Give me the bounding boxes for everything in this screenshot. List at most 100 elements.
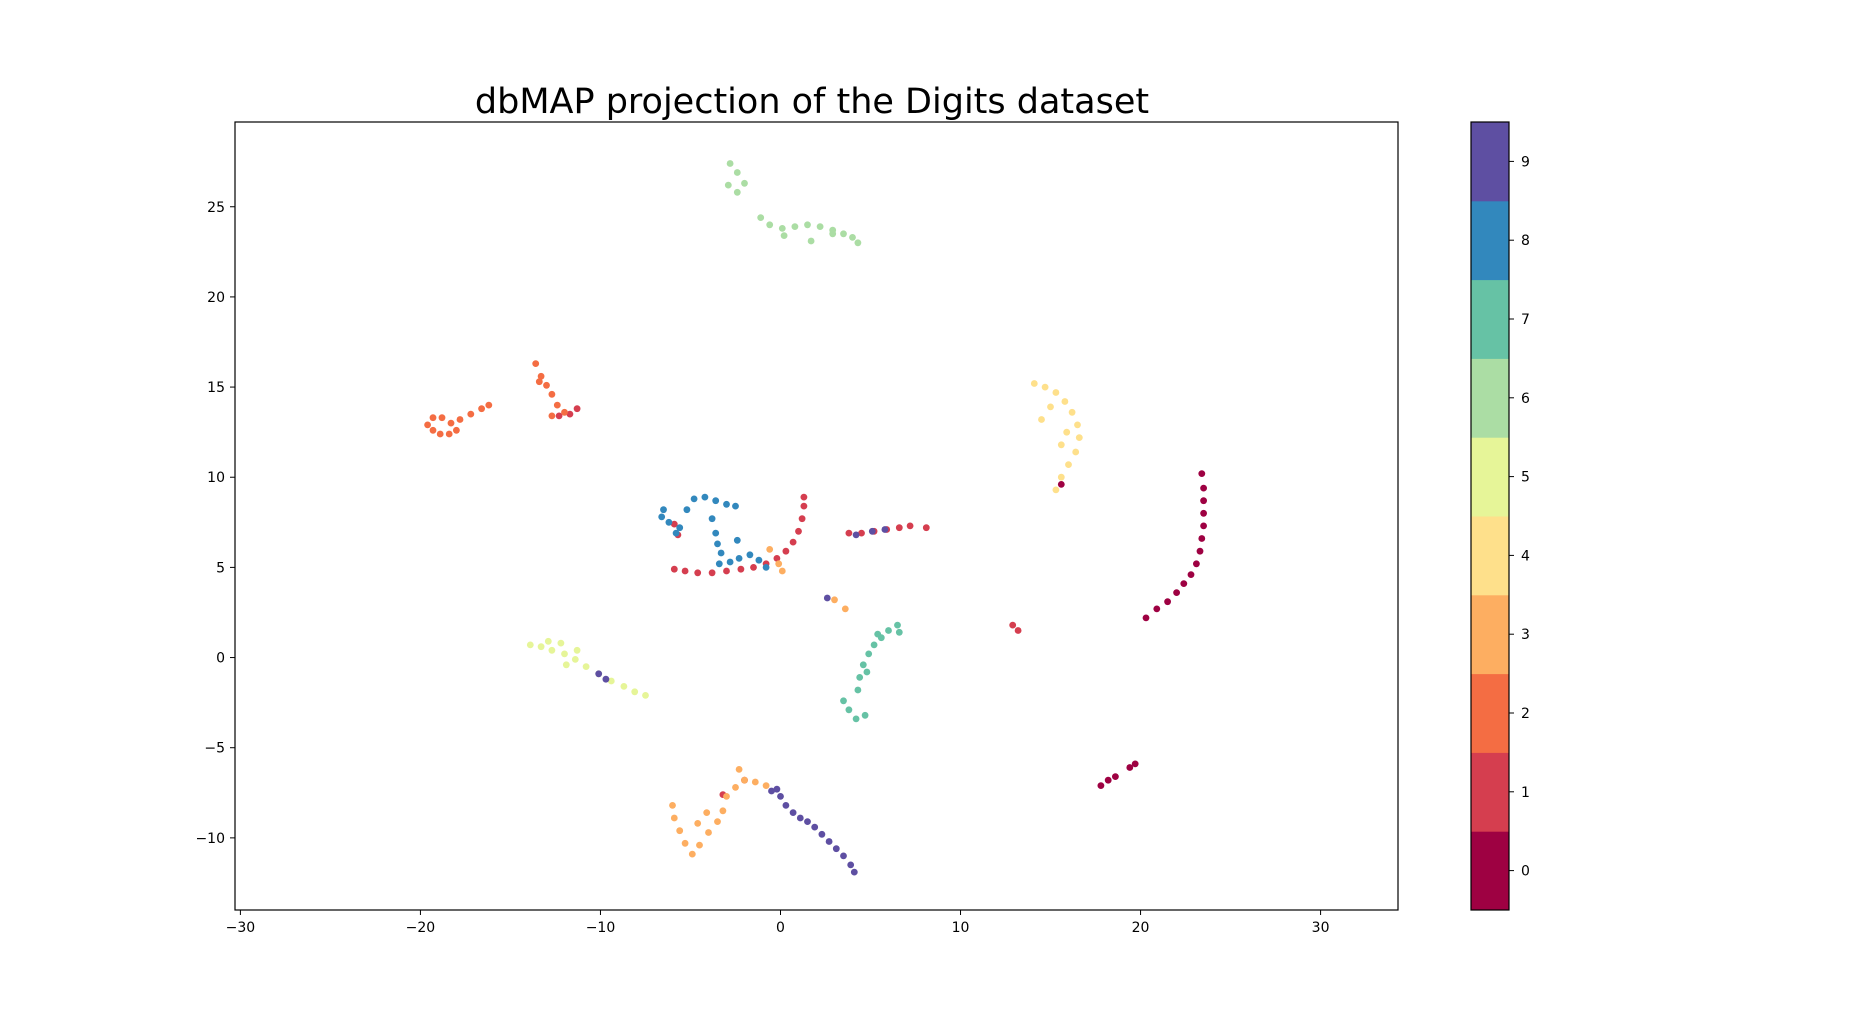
scatter-point-digit-2 xyxy=(535,378,543,386)
scatter-point-digit-1 xyxy=(737,565,745,573)
scatter-point-digit-8 xyxy=(712,497,720,505)
scatter-point-digit-3 xyxy=(696,841,703,849)
scatter-point-digit-5 xyxy=(548,646,556,654)
scatter-point-digit-6 xyxy=(849,234,856,241)
scatter-point-digit-9 xyxy=(773,785,781,793)
scatter-point-digit-9 xyxy=(782,802,790,809)
scatter-point-digit-2 xyxy=(456,416,464,423)
scatter-point-digit-0 xyxy=(1097,782,1105,789)
scatter-point-digit-3 xyxy=(775,560,783,568)
colorbar-tick-label: 2 xyxy=(1521,706,1530,722)
scatter-point-digit-4 xyxy=(1061,398,1069,405)
colorbar-tick-label: 8 xyxy=(1521,233,1530,249)
scatter-point-digit-9 xyxy=(847,861,855,869)
y-tick-label: 5 xyxy=(216,560,225,576)
scatter-point-digit-6 xyxy=(804,221,811,229)
scatter-point-digit-7 xyxy=(856,674,864,681)
scatter-point-digit-2 xyxy=(429,426,437,434)
scatter-point-digit-3 xyxy=(688,850,696,858)
scatter-point-digit-8 xyxy=(676,524,684,532)
scatter-point-digit-6 xyxy=(780,232,788,240)
colorbar-tick-label: 0 xyxy=(1521,864,1530,880)
colorbar-tick-label: 7 xyxy=(1521,312,1530,328)
scatter-point-digit-2 xyxy=(436,430,444,438)
scatter-point-digit-5 xyxy=(561,650,568,658)
scatter-point-digit-0 xyxy=(1198,535,1206,542)
plot-area-frame xyxy=(234,121,1399,911)
colorbar-band-8 xyxy=(1471,200,1509,281)
scatter-point-digit-3 xyxy=(669,802,676,809)
scatter-point-digit-1 xyxy=(782,547,790,555)
scatter-point-digit-1 xyxy=(670,520,678,528)
scatter-point-digit-0 xyxy=(1200,497,1207,505)
colorbar-band-4 xyxy=(1471,516,1509,596)
scatter-point-digit-3 xyxy=(751,778,759,786)
scatter-point-digit-0 xyxy=(1200,522,1207,530)
scatter-point-digit-0 xyxy=(1187,571,1195,578)
scatter-point-digit-2 xyxy=(447,419,455,427)
scatter-point-digit-8 xyxy=(762,564,770,571)
scatter-point-digit-8 xyxy=(714,540,721,548)
scatter-point-digit-5 xyxy=(571,656,579,663)
scatter-point-digit-3 xyxy=(766,546,774,553)
scatter-point-digit-0 xyxy=(1153,605,1161,613)
scatter-point-digit-2 xyxy=(561,408,568,416)
scatter-point-digit-7 xyxy=(852,715,860,723)
colorbar-frame xyxy=(1470,121,1510,911)
scatter-point-digit-2 xyxy=(553,401,561,409)
scatter-point-digit-0 xyxy=(1131,760,1139,768)
x-tick-label: −20 xyxy=(406,920,436,936)
x-tick-label: 20 xyxy=(1132,920,1150,936)
scatter-point-digit-8 xyxy=(708,515,716,523)
colorbar-band-9 xyxy=(1471,122,1509,202)
scatter-point-digit-1 xyxy=(723,567,730,575)
scatter-point-digit-1 xyxy=(800,502,808,510)
scatter-point-digit-1 xyxy=(1014,627,1022,634)
scatter-point-digit-2 xyxy=(424,421,431,429)
scatter-point-digit-9 xyxy=(595,670,603,678)
scatter-point-digit-2 xyxy=(453,426,460,434)
scatter-point-digit-6 xyxy=(726,160,734,167)
colorbar-band-0 xyxy=(1471,831,1509,911)
scatter-point-digit-9 xyxy=(881,526,889,533)
scatter-point-digit-7 xyxy=(859,661,867,669)
scatter-point-digit-6 xyxy=(733,169,741,176)
scatter-point-digit-7 xyxy=(861,711,869,719)
scatter-point-digit-5 xyxy=(607,677,615,685)
scatter-point-digit-3 xyxy=(703,809,711,816)
scatter-point-digit-0 xyxy=(1180,580,1188,587)
scatter-point-digit-6 xyxy=(854,239,862,247)
y-axis: −10 −5 0 5 10 15 20 25 xyxy=(195,200,235,847)
colorbar-band-1 xyxy=(1471,752,1509,832)
scatter-point-digit-4 xyxy=(1030,380,1038,387)
scatter-point-digit-9 xyxy=(811,823,819,831)
scatter-point-digit-4 xyxy=(1041,383,1049,391)
colorbar-band-6 xyxy=(1471,358,1509,438)
scatter-point-digit-5 xyxy=(537,643,545,651)
scatter-point-digit-3 xyxy=(735,766,743,773)
colorbar-tick-label: 4 xyxy=(1521,548,1530,564)
scatter-point-digit-0 xyxy=(1200,484,1207,492)
scatter-point-digit-4 xyxy=(1052,486,1060,494)
scatter-point-digit-3 xyxy=(719,807,727,815)
scatter-point-digit-8 xyxy=(690,495,698,503)
scatter-point-digit-1 xyxy=(750,564,757,571)
scatter-point-digit-7 xyxy=(894,621,901,629)
y-tick-label: 25 xyxy=(207,200,225,216)
scatter-point-digit-4 xyxy=(1057,441,1065,449)
scatter-point-digit-1 xyxy=(708,569,716,577)
scatter-point-digit-2 xyxy=(485,401,493,409)
y-tick-label: 15 xyxy=(207,380,225,396)
y-tick-label: 20 xyxy=(207,290,225,306)
scatter-point-digit-8 xyxy=(733,536,741,544)
colorbar-band-2 xyxy=(1471,673,1509,753)
scatter-point-digit-0 xyxy=(1173,589,1180,596)
scatter-point-digit-9 xyxy=(868,527,876,535)
y-tick-label: 10 xyxy=(207,470,225,486)
scatter-point-digit-5 xyxy=(557,639,565,647)
scatter-point-digit-2 xyxy=(445,430,453,438)
scatter-point-digit-0 xyxy=(1198,470,1206,477)
scatter-point-digit-8 xyxy=(701,493,709,501)
scatter-point-digit-7 xyxy=(865,650,873,658)
